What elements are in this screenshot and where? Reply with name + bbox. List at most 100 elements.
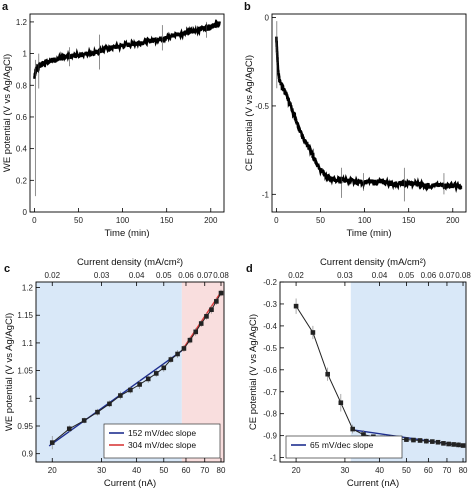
data-point <box>161 365 167 371</box>
legend: 152 mV/dec slope 304 mV/dec slope <box>103 423 221 459</box>
shaded-region <box>350 282 466 462</box>
x-tick-label: 20 <box>292 466 301 475</box>
legend: 65 mV/dec slope <box>285 435 403 459</box>
top-axis-label: Current density (mA/cm²) <box>77 257 183 268</box>
panel-a: a 0 50 100 150 200 0 0.2 0.4 0.6 0.8 1 1.2 Time (min)… <box>2 1 225 239</box>
legend-entry: 65 mV/dec slope <box>310 440 374 450</box>
data-point <box>417 438 423 443</box>
plot-frame <box>271 13 467 213</box>
data-point <box>361 432 366 437</box>
x-tick-label: 70 <box>200 466 209 475</box>
y-tick-label: 0 <box>265 14 270 23</box>
plot-frame <box>279 281 467 463</box>
data-point <box>204 314 209 319</box>
data-point <box>310 330 316 335</box>
panel-letter: d <box>246 263 253 275</box>
data-point <box>153 371 159 376</box>
x-tick-label: 0 <box>274 216 279 225</box>
x-tick-label: 40 <box>132 466 141 475</box>
top-tick-label: 0.05 <box>156 271 172 280</box>
data-point <box>460 443 466 448</box>
top-tick-label: 0.04 <box>372 271 388 280</box>
y-tick-label: -0.9 <box>263 432 277 441</box>
data-point <box>293 303 299 309</box>
y-tick-label: 0.9 <box>22 450 34 459</box>
x-tick-label: 40 <box>375 466 384 475</box>
data-point <box>209 307 214 312</box>
top-tick-label: 0.08 <box>455 271 471 280</box>
y-tick-label: -0.5 <box>263 344 277 353</box>
data-point <box>424 438 429 444</box>
y-tick-label: -0.6 <box>263 366 277 375</box>
panel-c: c 0.02 0.03 0.04 0.05 0.06 0.07 0.08 Current den… <box>4 257 229 489</box>
y-tick-label: 1 <box>29 394 34 403</box>
data-point <box>435 439 441 445</box>
y-tick-label: 1.2 <box>22 284 34 293</box>
y-tick-label: 0.4 <box>16 145 28 154</box>
x-tick-label: 80 <box>217 466 226 475</box>
x-tick-label: 150 <box>402 216 416 225</box>
x-tick-label: 80 <box>459 466 468 475</box>
x-tick-label: 30 <box>97 466 106 475</box>
x-axis-label: Time (min) <box>346 228 391 239</box>
x-tick-label: 200 <box>446 216 460 225</box>
series-trace <box>33 18 221 79</box>
data-point <box>193 329 199 335</box>
panel-letter: c <box>4 263 10 275</box>
data-point <box>128 387 133 393</box>
y-tick-label: -0.7 <box>263 388 277 397</box>
data-point <box>451 442 456 447</box>
top-tick-label: 0.07 <box>197 271 213 280</box>
y-tick-label: 1.15 <box>17 311 33 320</box>
y-axis-label: CE potential (V vs Ag/AgCl) <box>248 314 259 430</box>
y-tick-label: 1.2 <box>16 18 28 27</box>
legend-box <box>285 435 403 459</box>
y-tick-label: 1 <box>23 50 28 59</box>
data-point <box>411 437 416 443</box>
top-tick-label: 0.06 <box>421 271 437 280</box>
top-tick-label: 0.05 <box>399 271 415 280</box>
data-point <box>137 382 142 387</box>
top-tick-label: 0.06 <box>178 271 194 280</box>
x-tick-label: 100 <box>116 216 130 225</box>
data-point <box>145 376 151 382</box>
data-point <box>81 418 87 423</box>
y-tick-label: -0.3 <box>263 300 277 309</box>
y-tick-label: -1 <box>262 190 270 199</box>
x-axis-label: Time (min) <box>104 228 149 239</box>
data-point <box>168 357 174 362</box>
legend-box <box>103 423 221 459</box>
plot-frame <box>29 13 225 213</box>
data-point <box>107 401 112 407</box>
x-tick-label: 20 <box>48 466 57 475</box>
x-tick-label: 150 <box>160 216 174 225</box>
data-point <box>325 371 330 377</box>
y-tick-label: -0.2 <box>263 278 277 287</box>
data-point <box>198 321 204 326</box>
top-tick-label: 0.03 <box>94 271 110 280</box>
top-tick-label: 0.02 <box>288 271 304 280</box>
x-tick-label: 70 <box>442 466 451 475</box>
y-tick-label: 1.05 <box>17 367 33 376</box>
x-tick-label: 50 <box>159 466 168 475</box>
panel-letter: b <box>244 1 251 13</box>
data-point <box>430 439 435 444</box>
data-point <box>404 437 409 442</box>
data-point <box>181 346 187 351</box>
data-point <box>49 440 55 445</box>
data-point <box>95 409 100 415</box>
y-axis-label: CE potential (V vs Ag/AgCl) <box>244 55 255 171</box>
x-tick-label: 200 <box>204 216 218 225</box>
y-tick-label: 0.8 <box>16 81 28 90</box>
data-point <box>214 299 219 304</box>
top-tick-label: 0.07 <box>439 271 455 280</box>
plot-frame <box>35 281 225 463</box>
legend-entry: 304 mV/dec slope <box>128 440 196 450</box>
top-tick-label: 0.02 <box>44 271 60 280</box>
y-tick-label: 0.2 <box>16 176 28 185</box>
panel-letter: a <box>2 1 9 13</box>
y-tick-label: -0.5 <box>255 102 269 111</box>
x-tick-label: 60 <box>424 466 433 475</box>
data-point <box>187 337 193 343</box>
data-point <box>175 351 180 357</box>
